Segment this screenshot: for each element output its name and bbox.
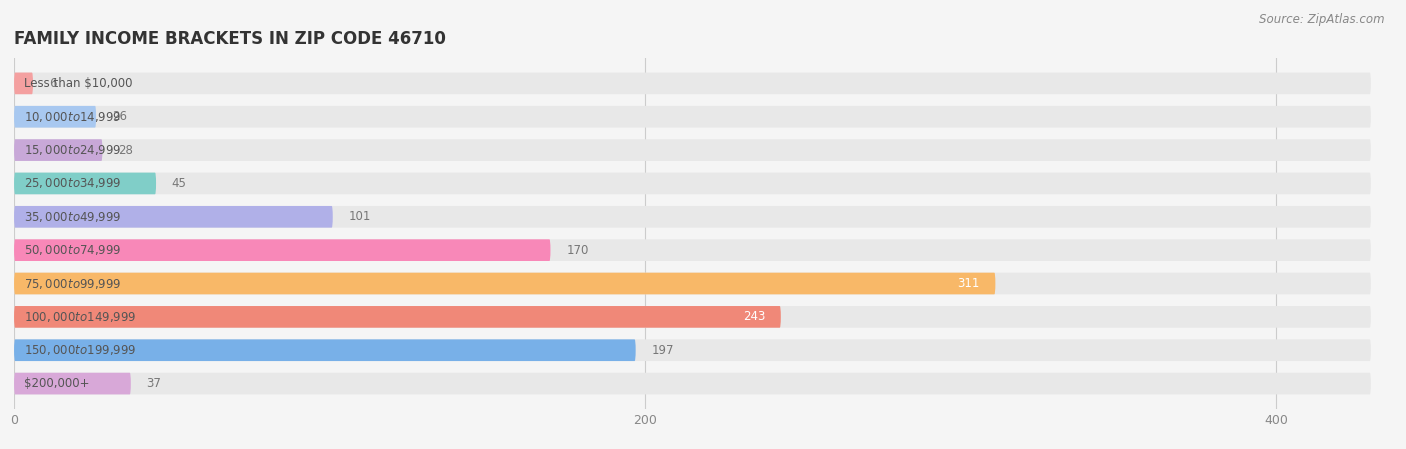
FancyBboxPatch shape	[14, 106, 96, 128]
Text: 101: 101	[349, 210, 371, 223]
FancyBboxPatch shape	[14, 172, 1371, 194]
FancyBboxPatch shape	[14, 373, 1371, 394]
FancyBboxPatch shape	[14, 339, 636, 361]
Text: $35,000 to $49,999: $35,000 to $49,999	[24, 210, 121, 224]
FancyBboxPatch shape	[14, 339, 1371, 361]
Text: Source: ZipAtlas.com: Source: ZipAtlas.com	[1260, 13, 1385, 26]
FancyBboxPatch shape	[14, 273, 995, 295]
Text: $15,000 to $24,999: $15,000 to $24,999	[24, 143, 121, 157]
Text: $50,000 to $74,999: $50,000 to $74,999	[24, 243, 121, 257]
Text: 37: 37	[146, 377, 162, 390]
Text: FAMILY INCOME BRACKETS IN ZIP CODE 46710: FAMILY INCOME BRACKETS IN ZIP CODE 46710	[14, 31, 446, 48]
Text: 311: 311	[957, 277, 980, 290]
FancyBboxPatch shape	[14, 206, 1371, 228]
Text: $75,000 to $99,999: $75,000 to $99,999	[24, 277, 121, 291]
Text: 197: 197	[651, 344, 673, 357]
Text: 6: 6	[49, 77, 56, 90]
Text: 45: 45	[172, 177, 187, 190]
Text: $10,000 to $14,999: $10,000 to $14,999	[24, 110, 121, 124]
Text: 243: 243	[742, 310, 765, 323]
FancyBboxPatch shape	[14, 206, 333, 228]
Text: $100,000 to $149,999: $100,000 to $149,999	[24, 310, 136, 324]
Text: $25,000 to $34,999: $25,000 to $34,999	[24, 176, 121, 190]
Text: 26: 26	[112, 110, 127, 123]
FancyBboxPatch shape	[14, 306, 1371, 328]
FancyBboxPatch shape	[14, 239, 1371, 261]
Text: 28: 28	[118, 144, 134, 157]
FancyBboxPatch shape	[14, 273, 1371, 295]
Text: $150,000 to $199,999: $150,000 to $199,999	[24, 343, 136, 357]
Text: Less than $10,000: Less than $10,000	[24, 77, 132, 90]
Text: $200,000+: $200,000+	[24, 377, 89, 390]
FancyBboxPatch shape	[14, 172, 156, 194]
FancyBboxPatch shape	[14, 73, 1371, 94]
FancyBboxPatch shape	[14, 306, 780, 328]
FancyBboxPatch shape	[14, 373, 131, 394]
FancyBboxPatch shape	[14, 139, 103, 161]
FancyBboxPatch shape	[14, 139, 1371, 161]
FancyBboxPatch shape	[14, 73, 32, 94]
FancyBboxPatch shape	[14, 239, 551, 261]
Text: 170: 170	[567, 244, 589, 257]
FancyBboxPatch shape	[14, 106, 1371, 128]
